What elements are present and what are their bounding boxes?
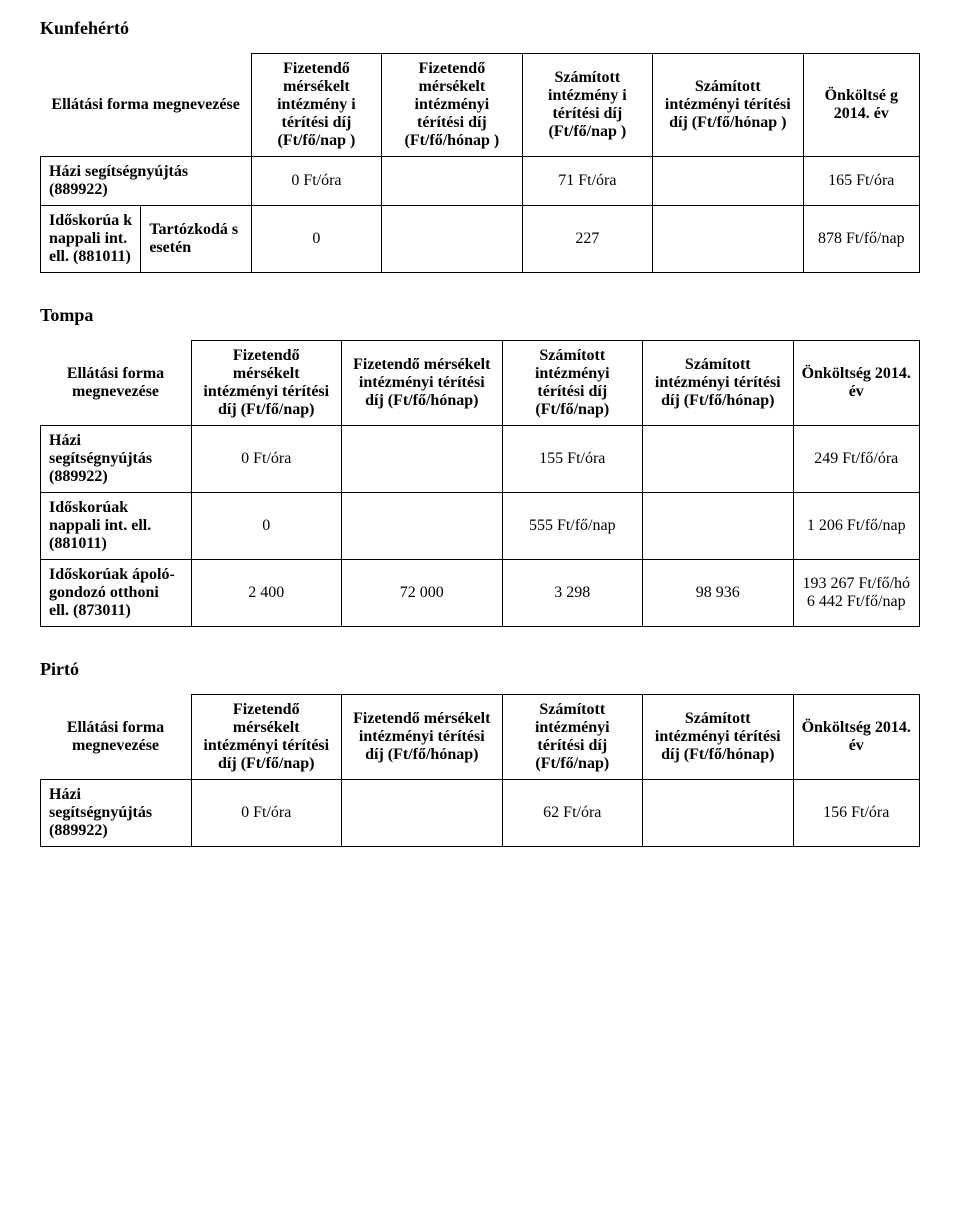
table-row: Ellátási forma megnevezése Fizetendő mér… (41, 341, 920, 426)
table-row: Időskorúak ápoló-gondozó otthoni ell. (8… (41, 560, 920, 627)
table-kunfeherto: Ellátási forma megnevezése Fizetendő mér… (40, 53, 920, 273)
row-label: Időskorúak nappali int. ell. (881011) (41, 493, 192, 560)
table-row: Házi segítségnyújtás (889922) 0 Ft/óra 7… (41, 157, 920, 206)
header-col: Önköltsé g 2014. év (803, 54, 919, 157)
table-row: Ellátási forma megnevezése Fizetendő mér… (41, 695, 920, 780)
header-ellatasi: Ellátási forma megnevezése (41, 341, 192, 426)
table-row: Házi segítségnyújtás (889922) 0 Ft/óra 6… (41, 780, 920, 847)
cell-value (342, 780, 503, 847)
cell-value: 156 Ft/óra (793, 780, 919, 847)
cell-value: 0 (251, 206, 381, 273)
header-col: Számított intézményi térítési díj (Ft/fő… (502, 341, 642, 426)
header-col: Fizetendő mérsékelt intézményi térítési … (382, 54, 522, 157)
cell-value (382, 206, 522, 273)
table-tompa: Ellátási forma megnevezése Fizetendő mér… (40, 340, 920, 627)
cell-value: 0 Ft/óra (251, 157, 381, 206)
section-title-tompa: Tompa (40, 305, 920, 326)
header-col: Számított intézményi térítési díj (Ft/fő… (643, 341, 794, 426)
cell-value: 165 Ft/óra (803, 157, 919, 206)
cell-value: 72 000 (342, 560, 503, 627)
header-ellatasi: Ellátási forma megnevezése (41, 695, 192, 780)
table-row: Ellátási forma megnevezése Fizetendő mér… (41, 54, 920, 157)
cell-value (643, 426, 794, 493)
cell-value: 62 Ft/óra (502, 780, 642, 847)
cell-value (643, 780, 794, 847)
header-col: Fizetendő mérsékelt intézmény i térítési… (251, 54, 381, 157)
cell-value: 0 Ft/óra (191, 780, 342, 847)
header-col: Számított intézményi térítési díj (Ft/fő… (653, 54, 804, 157)
header-col: Fizetendő mérsékelt intézményi térítési … (342, 341, 503, 426)
row-label: Időskorúa k nappali int. ell. (881011) (41, 206, 141, 273)
table-row: Időskorúak nappali int. ell. (881011) 0 … (41, 493, 920, 560)
header-col: Fizetendő mérsékelt intézményi térítési … (342, 695, 503, 780)
section-title-kunfeherto: Kunfehértó (40, 18, 920, 39)
cell-value: 155 Ft/óra (502, 426, 642, 493)
cell-value: 1 206 Ft/fő/nap (793, 493, 919, 560)
header-ellatasi: Ellátási forma megnevezése (41, 54, 252, 157)
header-col: Számított intézmény i térítési díj (Ft/f… (522, 54, 652, 157)
cell-value: 0 (191, 493, 342, 560)
cell-value (653, 206, 804, 273)
cell-value: 193 267 Ft/fő/hó 6 442 Ft/fő/nap (793, 560, 919, 627)
cell-value (653, 157, 804, 206)
cell-value: 71 Ft/óra (522, 157, 652, 206)
cell-value (382, 157, 522, 206)
header-col: Számított intézményi térítési díj (Ft/fő… (502, 695, 642, 780)
header-col: Fizetendő mérsékelt intézményi térítési … (191, 341, 342, 426)
table-row: Házi segítségnyújtás (889922) 0 Ft/óra 1… (41, 426, 920, 493)
cell-value (342, 426, 503, 493)
cell-value: 878 Ft/fő/nap (803, 206, 919, 273)
page: Kunfehértó Ellátási forma megnevezése Fi… (0, 0, 960, 1231)
header-col: Számított intézményi térítési díj (Ft/fő… (643, 695, 794, 780)
row-label: Házi segítségnyújtás (889922) (41, 157, 252, 206)
header-col: Önköltség 2014. év (793, 695, 919, 780)
header-col: Önköltség 2014. év (793, 341, 919, 426)
header-col: Fizetendő mérsékelt intézményi térítési … (191, 695, 342, 780)
row-label: Időskorúak ápoló-gondozó otthoni ell. (8… (41, 560, 192, 627)
section-title-pirto: Pirtó (40, 659, 920, 680)
row-sublabel: Tartózkodá s esetén (141, 206, 251, 273)
cell-value: 249 Ft/fő/óra (793, 426, 919, 493)
table-row: Időskorúa k nappali int. ell. (881011) T… (41, 206, 920, 273)
row-label: Házi segítségnyújtás (889922) (41, 780, 192, 847)
cell-value: 0 Ft/óra (191, 426, 342, 493)
row-label: Házi segítségnyújtás (889922) (41, 426, 192, 493)
cell-value: 98 936 (643, 560, 794, 627)
cell-value: 3 298 (502, 560, 642, 627)
cell-value: 555 Ft/fő/nap (502, 493, 642, 560)
table-pirto: Ellátási forma megnevezése Fizetendő mér… (40, 694, 920, 847)
cell-value (342, 493, 503, 560)
cell-value: 227 (522, 206, 652, 273)
cell-value: 2 400 (191, 560, 342, 627)
cell-value (643, 493, 794, 560)
